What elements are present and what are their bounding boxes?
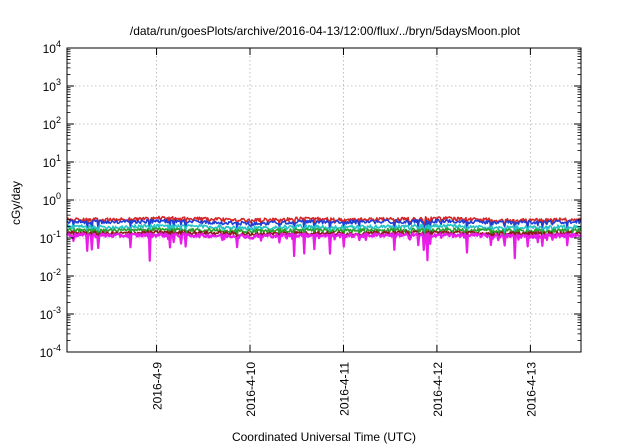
y-tick-label: 100	[43, 191, 61, 208]
y-axis: 10-4 10-3 10-2 10-1 100 101 102 103 104	[40, 39, 581, 360]
x-tick-label: 2016-4-11	[337, 362, 351, 416]
y-tick-label: 101	[43, 153, 61, 170]
y-tick-label: 10-4	[40, 343, 61, 360]
series-line-6	[66, 232, 582, 262]
y-tick-label: 102	[43, 115, 61, 132]
series-layer	[66, 215, 582, 262]
series-line-4	[66, 227, 582, 248]
x-tick-label: 2016-4-12	[431, 362, 445, 417]
y-tick-label: 10-1	[40, 229, 61, 246]
x-tick-label: 2016-4-13	[524, 362, 538, 417]
y-tick-label: 103	[43, 77, 61, 94]
y-tick-label: 10-3	[40, 305, 61, 322]
chart-title: /data/run/goesPlots/archive/2016-04-13/1…	[130, 24, 521, 38]
y-tick-label: 10-2	[40, 267, 61, 284]
x-axis-label: Coordinated Universal Time (UTC)	[232, 430, 416, 444]
x-tick-label: 2016-4-10	[244, 362, 258, 417]
series-line-2	[66, 218, 582, 240]
series-line-1	[66, 215, 582, 238]
y-axis-label: cGy/day	[9, 181, 23, 225]
grid	[67, 48, 581, 352]
x-tick-label: 2016-4-9	[151, 362, 165, 410]
x-axis: 2016-4-9 2016-4-10 2016-4-11 2016-4-12 2016-…	[151, 48, 538, 417]
y-tick-label: 104	[43, 39, 61, 56]
series-line-3	[66, 223, 582, 244]
